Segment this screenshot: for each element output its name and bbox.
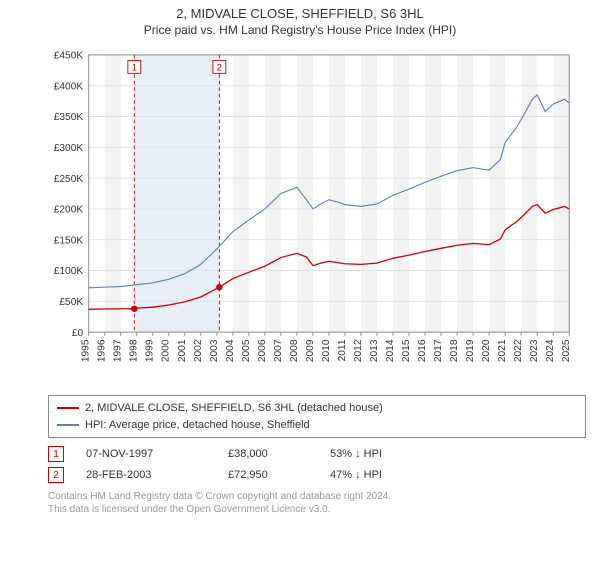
event-diff: 47% ↓ HPI <box>330 465 430 486</box>
chart-container: 2, MIDVALE CLOSE, SHEFFIELD, S6 3HL Pric… <box>0 6 600 566</box>
event-date: 28-FEB-2003 <box>86 465 206 486</box>
svg-text:1998: 1998 <box>129 339 140 362</box>
svg-text:2022: 2022 <box>513 339 524 362</box>
svg-text:£0: £0 <box>72 328 84 339</box>
event-list: 1 07-NOV-1997 £38,000 53% ↓ HPI 2 28-FEB-2003… <box>48 444 586 486</box>
svg-text:2010: 2010 <box>321 339 332 362</box>
svg-text:2024: 2024 <box>545 339 556 362</box>
svg-text:2001: 2001 <box>177 339 188 362</box>
svg-text:2021: 2021 <box>497 339 508 362</box>
svg-text:2016: 2016 <box>417 339 428 362</box>
attribution: Contains HM Land Registry data © Crown c… <box>48 490 586 517</box>
svg-text:2025: 2025 <box>561 339 572 362</box>
svg-text:£250K: £250K <box>54 174 84 185</box>
event-row: 1 07-NOV-1997 £38,000 53% ↓ HPI <box>48 444 586 465</box>
event-row: 2 28-FEB-2003 £72,950 47% ↓ HPI <box>48 465 586 486</box>
svg-text:1995: 1995 <box>81 339 92 362</box>
svg-text:£400K: £400K <box>54 81 84 92</box>
svg-text:£150K: £150K <box>54 235 84 246</box>
svg-text:£50K: £50K <box>59 297 83 308</box>
svg-text:2015: 2015 <box>401 339 412 362</box>
svg-text:2014: 2014 <box>385 339 396 362</box>
svg-text:2003: 2003 <box>209 339 220 362</box>
svg-text:£100K: £100K <box>54 266 84 277</box>
svg-text:2019: 2019 <box>465 339 476 362</box>
event-diff: 53% ↓ HPI <box>330 444 430 465</box>
svg-text:2: 2 <box>217 63 222 73</box>
svg-text:2020: 2020 <box>481 339 492 362</box>
line-chart-svg: £0 £50K £100K £150K £200K £250K £300K £350K £400… <box>48 41 584 407</box>
svg-text:2006: 2006 <box>257 339 268 362</box>
svg-text:2013: 2013 <box>369 339 380 362</box>
svg-text:2005: 2005 <box>241 339 252 362</box>
attribution-line: Contains HM Land Registry data © Crown c… <box>48 490 586 504</box>
svg-text:£200K: £200K <box>54 205 84 216</box>
svg-text:2000: 2000 <box>161 339 172 362</box>
svg-text:2011: 2011 <box>337 339 348 361</box>
chart-title: 2, MIDVALE CLOSE, SHEFFIELD, S6 3HL <box>0 6 600 21</box>
svg-text:2012: 2012 <box>353 339 364 362</box>
event-marker: 1 <box>48 446 64 462</box>
svg-text:2018: 2018 <box>449 339 460 362</box>
chart-plot-area: £0 £50K £100K £150K £200K £250K £300K £350K £400… <box>48 41 584 391</box>
event-price: £38,000 <box>228 444 308 465</box>
svg-text:1997: 1997 <box>113 339 124 362</box>
event-date: 07-NOV-1997 <box>86 444 206 465</box>
svg-text:1996: 1996 <box>97 339 108 362</box>
svg-text:2009: 2009 <box>305 339 316 362</box>
svg-text:£450K: £450K <box>54 51 84 62</box>
svg-text:2023: 2023 <box>529 339 540 362</box>
svg-text:2004: 2004 <box>225 339 236 362</box>
event-price: £72,950 <box>228 465 308 486</box>
legend-item: HPI: Average price, detached house, Shef… <box>57 417 577 434</box>
legend-label: HPI: Average price, detached house, Shef… <box>85 417 310 434</box>
chart-subtitle: Price paid vs. HM Land Registry's House … <box>0 23 600 37</box>
svg-text:2007: 2007 <box>273 339 284 362</box>
event-marker: 2 <box>48 467 64 483</box>
svg-text:2002: 2002 <box>193 339 204 362</box>
legend-swatch <box>57 407 79 409</box>
svg-text:2008: 2008 <box>289 339 300 362</box>
svg-text:£300K: £300K <box>54 143 84 154</box>
attribution-line: This data is licensed under the Open Gov… <box>48 503 586 517</box>
svg-text:£350K: £350K <box>54 112 84 123</box>
svg-text:2017: 2017 <box>433 339 444 362</box>
legend-swatch <box>57 424 79 426</box>
svg-text:1999: 1999 <box>145 339 156 362</box>
svg-text:1: 1 <box>132 63 137 73</box>
